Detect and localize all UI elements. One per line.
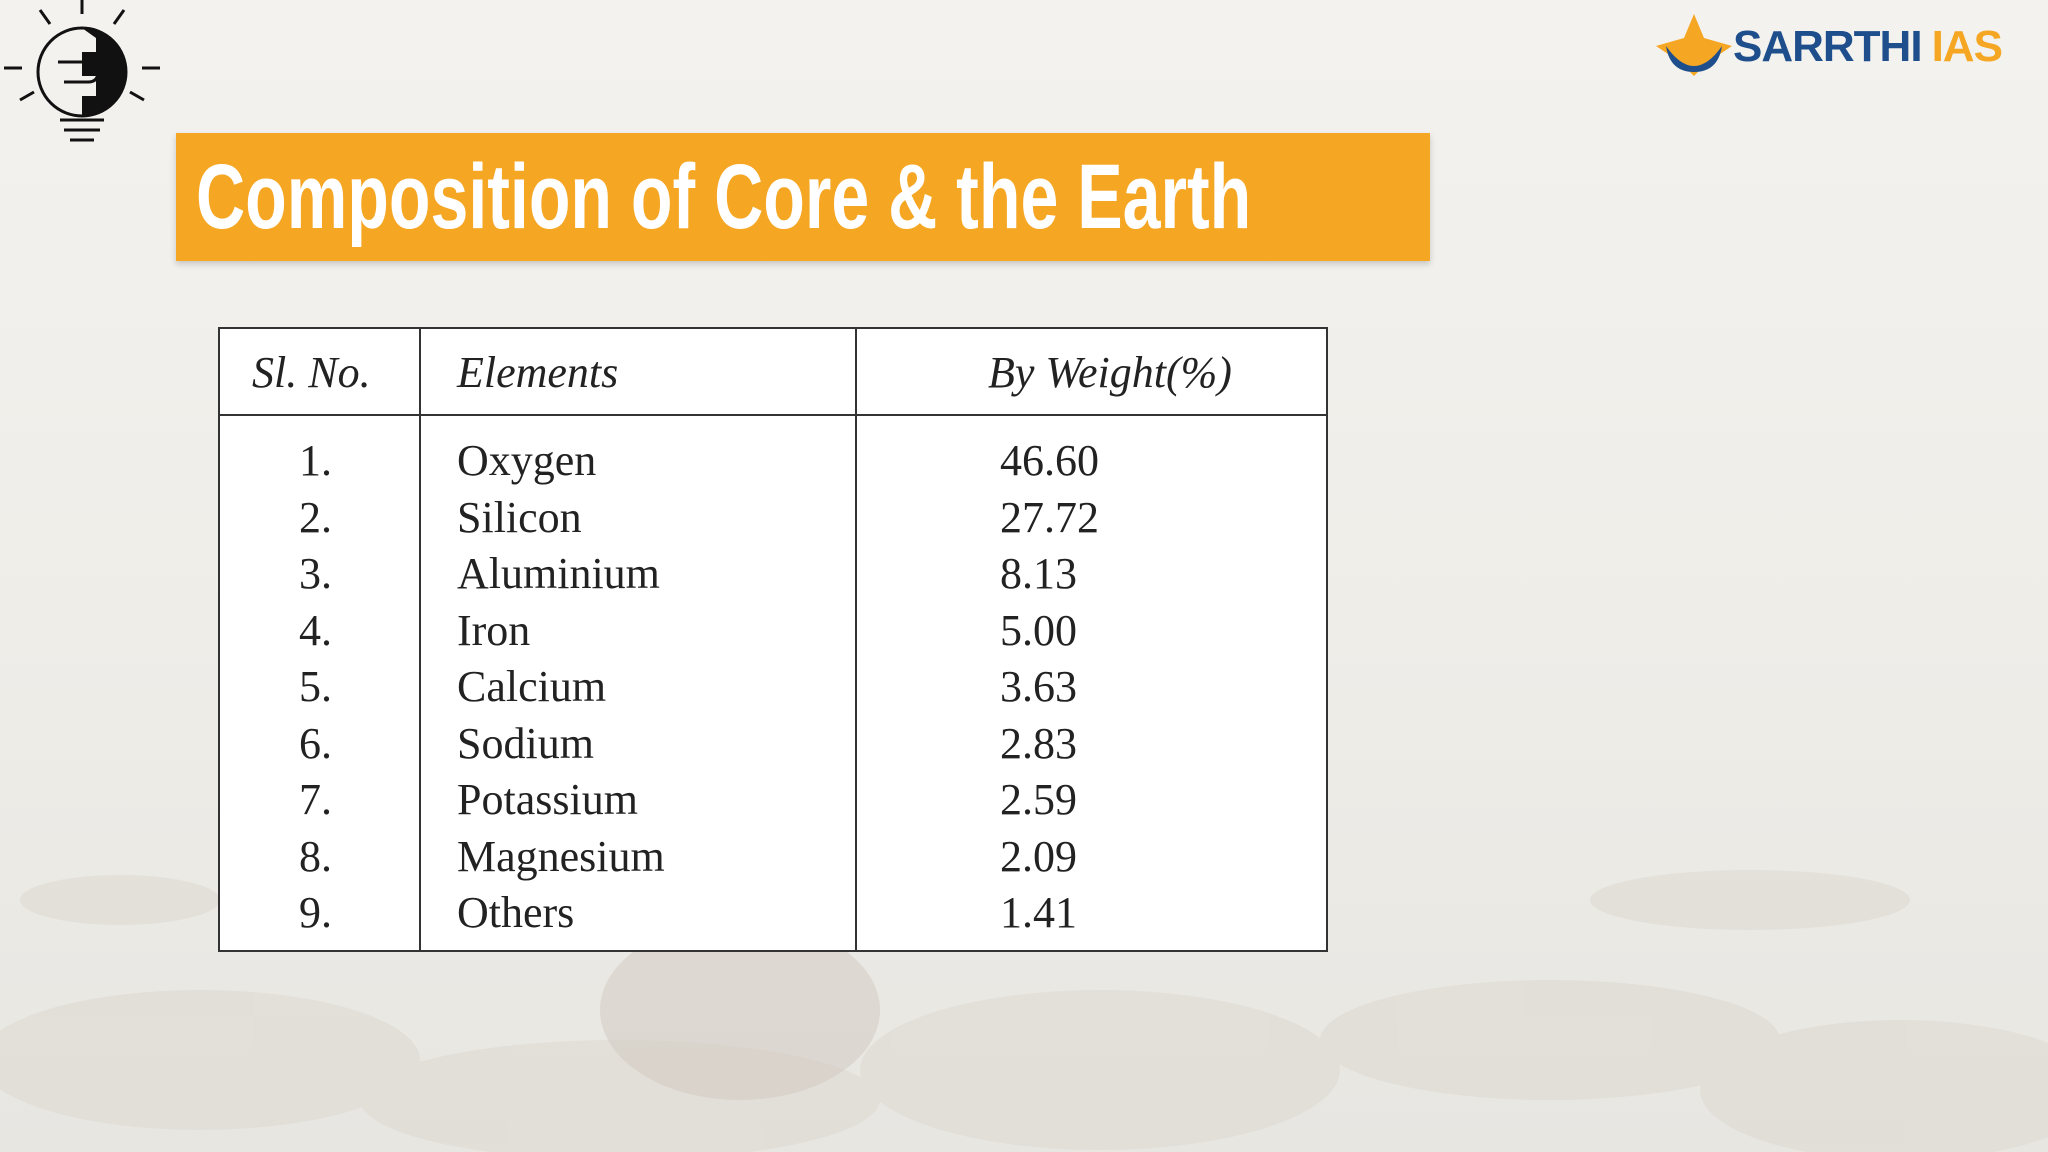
table-cell: 5.00: [1000, 605, 1077, 655]
slide-title: Composition of Core & the Earth: [196, 146, 1252, 248]
header-divider: [220, 414, 1326, 416]
table-cell: 5.: [299, 662, 332, 711]
table-cell: Potassium: [457, 775, 638, 824]
table-cell: Others: [457, 888, 575, 937]
table-cell: 3.: [299, 549, 332, 598]
table-cell: 2.: [299, 492, 332, 542]
brand: SARRTHI IAS: [1733, 22, 2003, 72]
column-divider: [419, 329, 421, 950]
header-cell: Sl. No.: [252, 348, 371, 397]
table-cell: Silicon: [457, 492, 582, 542]
column-divider: [855, 329, 857, 950]
table-cell: Calcium: [457, 662, 607, 711]
table: Sl. No. Elements By Weight(%) 1. Oxygen 46…: [218, 327, 1328, 952]
table-cell: Oxygen: [457, 436, 597, 485]
header-cell: By Weight(%): [988, 348, 1232, 397]
brand-suffix: IAS: [1931, 22, 2003, 71]
title-banner: Composition of Core & the Earth: [176, 133, 1430, 261]
table-cell: 1.41: [1000, 888, 1077, 937]
table-cell: 6.: [299, 718, 332, 768]
table-cell: 9.: [299, 888, 332, 937]
table-cell: 4.: [299, 605, 332, 655]
table-cell: 7.: [299, 775, 332, 824]
table-cell: 8.: [299, 831, 332, 881]
table-cell: Aluminium: [457, 549, 660, 598]
table-cell: 27.72: [1000, 492, 1099, 542]
table-cell: 8.13: [1000, 549, 1077, 598]
table-cell: Magnesium: [457, 831, 665, 881]
table-cell: 2.83: [1000, 718, 1077, 768]
table-cell: 3.63: [1000, 662, 1077, 711]
table-cell: 2.09: [1000, 831, 1077, 881]
table-cell: Sodium: [457, 718, 594, 768]
table-cell: 1.: [299, 436, 332, 485]
brand-name: SARRTHI: [1733, 22, 1923, 71]
table-cell: 46.60: [1000, 436, 1099, 485]
table-cell: Iron: [457, 605, 531, 655]
header-cell: Elements: [457, 348, 619, 397]
table-cell: 2.59: [1000, 775, 1077, 824]
